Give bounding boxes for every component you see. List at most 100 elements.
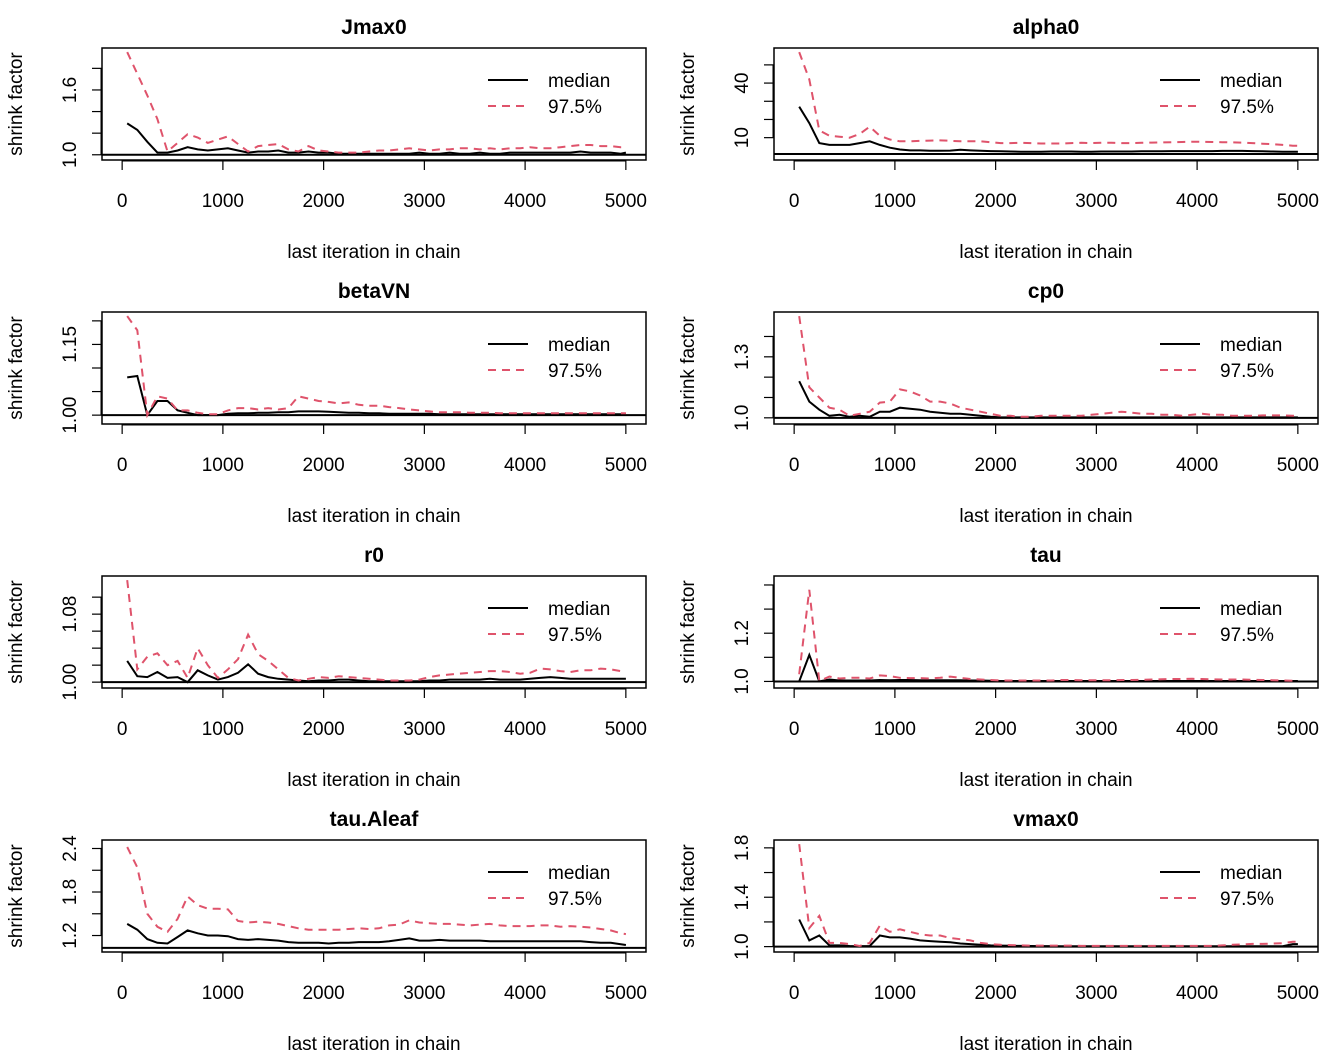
- x-tick-label: 0: [117, 983, 128, 1004]
- x-tick-label: 5000: [605, 983, 647, 1004]
- y-axis-label: shrink factor: [678, 844, 699, 948]
- legend-label: median: [548, 335, 610, 356]
- y-axis-label: shrink factor: [678, 580, 699, 684]
- x-tick-label: 2000: [974, 719, 1016, 740]
- x-tick-label: 3000: [403, 719, 445, 740]
- x-tick-label: 2000: [974, 983, 1016, 1004]
- x-tick-label: 1000: [202, 191, 244, 212]
- panel-title: tau: [1030, 544, 1062, 567]
- plot-frame: [101, 839, 647, 953]
- plot-frame: [773, 311, 1319, 425]
- y-tick-label: 40: [732, 73, 753, 94]
- series-line-median: [798, 380, 1298, 419]
- legend: median 97.5%: [1160, 71, 1282, 118]
- x-tick-label: 0: [789, 719, 800, 740]
- legend: median 97.5%: [488, 599, 610, 646]
- x-tick-label: 3000: [403, 455, 445, 476]
- y-tick-label: 10: [732, 127, 753, 148]
- x-tick-label: 3000: [1075, 719, 1117, 740]
- x-tick-label: 4000: [1176, 719, 1218, 740]
- panel-cp0: cp0 0 1000 2000 3000 4000 5000 last iteration i…: [678, 280, 1319, 527]
- legend: median 97.5%: [488, 863, 610, 910]
- series-line-q975: [126, 579, 627, 682]
- x-tick-label: 2000: [302, 719, 344, 740]
- panel-jmax0: Jmax0 0 1000 2000 3000 4000 5000 last iteration…: [6, 16, 647, 263]
- panel-title: tau.Aleaf: [330, 808, 420, 831]
- x-tick-label: 2000: [974, 191, 1016, 212]
- legend-label: median: [548, 71, 610, 92]
- y-tick-label: 1.0: [60, 142, 81, 168]
- y-tick-label: 1.8: [60, 879, 81, 905]
- series-line-median: [126, 660, 626, 684]
- y-axis-label: shrink factor: [678, 316, 699, 420]
- y-tick-label: 1.08: [60, 596, 81, 633]
- x-tick-label: 3000: [403, 191, 445, 212]
- panel-tau: tau 0 1000 2000 3000 4000 5000 last iteration i…: [678, 544, 1319, 791]
- x-tick-label: 1000: [874, 719, 916, 740]
- x-tick-label: 2000: [302, 191, 344, 212]
- y-tick-label: 1.3: [732, 344, 753, 370]
- x-tick-label: 1000: [202, 455, 244, 476]
- legend: median 97.5%: [488, 71, 610, 118]
- x-tick-label: 1000: [874, 455, 916, 476]
- x-tick-label: 0: [117, 719, 128, 740]
- legend-label: median: [1220, 599, 1282, 620]
- x-tick-label: 3000: [1075, 455, 1117, 476]
- x-tick-label: 4000: [504, 719, 546, 740]
- x-tick-label: 3000: [1075, 191, 1117, 212]
- x-axis-label: last iteration in chain: [959, 242, 1132, 263]
- x-tick-label: 1000: [874, 983, 916, 1004]
- legend: median 97.5%: [488, 335, 610, 382]
- x-axis-label: last iteration in chain: [959, 1034, 1132, 1055]
- legend-label: 97.5%: [1220, 97, 1274, 118]
- x-axis-label: last iteration in chain: [287, 770, 460, 791]
- panel-r0: r0 0 1000 2000 3000 4000 5000 last iteration in…: [6, 544, 647, 791]
- y-tick-label: 1.0: [732, 933, 753, 959]
- legend-label: median: [1220, 335, 1282, 356]
- panel-title: cp0: [1028, 280, 1064, 303]
- panel-betavn: betaVN 0 1000 2000 3000 4000 5000 last iteratio…: [6, 280, 647, 527]
- legend: median 97.5%: [1160, 863, 1282, 910]
- series-line-q975: [126, 846, 627, 936]
- x-tick-label: 5000: [1277, 191, 1319, 212]
- y-tick-label: 1.0: [732, 668, 753, 694]
- x-tick-label: 2000: [302, 455, 344, 476]
- x-tick-label: 0: [117, 455, 128, 476]
- legend-label: median: [1220, 863, 1282, 884]
- x-tick-label: 5000: [1277, 455, 1319, 476]
- x-tick-label: 0: [789, 983, 800, 1004]
- y-tick-label: 1.00: [60, 397, 81, 434]
- y-tick-label: 1.8: [732, 835, 753, 861]
- panel-title: vmax0: [1013, 808, 1078, 831]
- legend-label: 97.5%: [548, 97, 602, 118]
- x-tick-label: 1000: [202, 719, 244, 740]
- series-line-q975: [126, 315, 626, 419]
- x-tick-label: 4000: [1176, 983, 1218, 1004]
- x-tick-label: 5000: [1277, 983, 1319, 1004]
- x-tick-label: 0: [117, 191, 128, 212]
- panel-vmax0: vmax0 0 1000 2000 3000 4000 5000 last iteration…: [678, 808, 1319, 1055]
- y-tick-label: 2.4: [60, 835, 81, 862]
- x-tick-label: 5000: [605, 191, 647, 212]
- x-tick-label: 0: [789, 455, 800, 476]
- series-line-median: [126, 923, 627, 946]
- y-tick-label: 1.6: [60, 77, 81, 103]
- x-tick-label: 1000: [874, 191, 916, 212]
- y-axis-label: shrink factor: [6, 580, 27, 684]
- legend-label: 97.5%: [1220, 361, 1274, 382]
- legend-label: 97.5%: [548, 625, 602, 646]
- panel-alpha0: alpha0 0 1000 2000 3000 4000 5000 last iteratio…: [678, 16, 1319, 263]
- x-tick-label: 4000: [504, 983, 546, 1004]
- y-tick-label: 1.15: [60, 326, 81, 363]
- x-axis-label: last iteration in chain: [287, 1034, 460, 1055]
- series-line-median: [798, 919, 1298, 948]
- legend-label: 97.5%: [548, 361, 602, 382]
- y-axis-label: shrink factor: [6, 316, 27, 420]
- x-tick-label: 4000: [504, 455, 546, 476]
- legend: median 97.5%: [1160, 335, 1282, 382]
- legend-label: 97.5%: [1220, 889, 1274, 910]
- y-axis-label: shrink factor: [678, 52, 699, 156]
- x-tick-label: 5000: [605, 455, 647, 476]
- x-tick-label: 2000: [302, 983, 344, 1004]
